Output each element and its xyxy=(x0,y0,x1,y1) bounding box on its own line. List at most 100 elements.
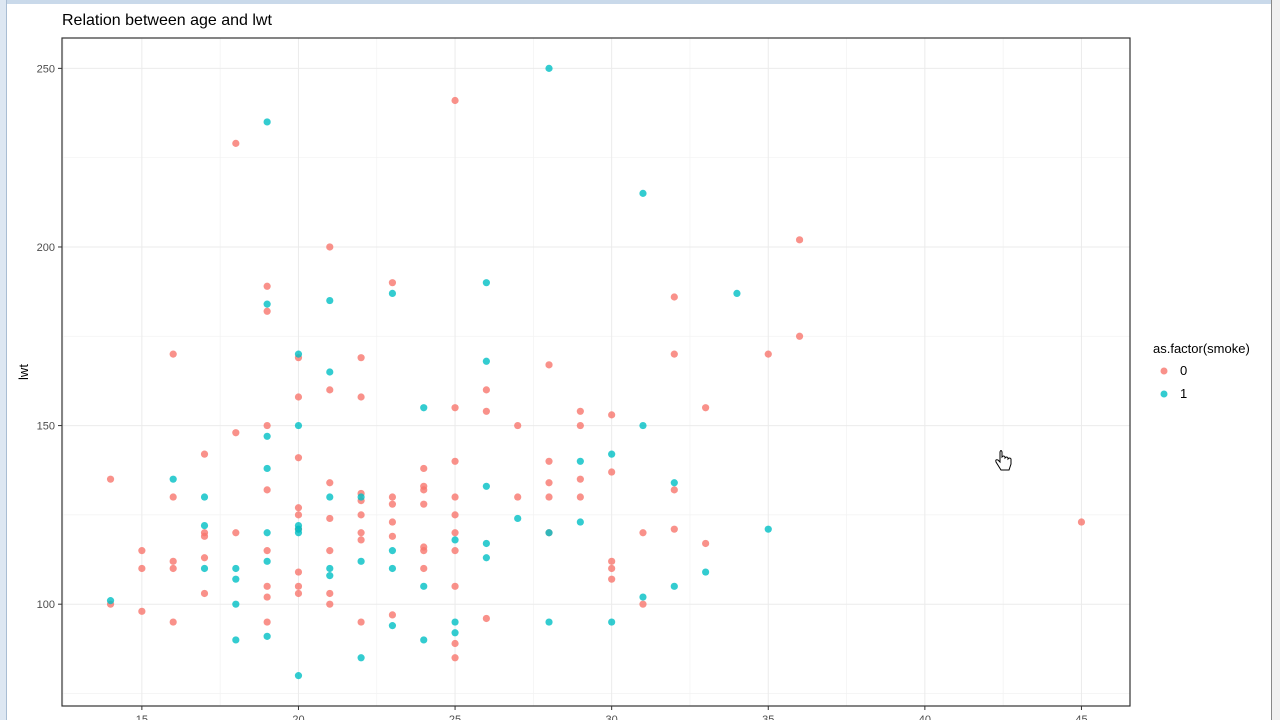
data-points xyxy=(106,64,1086,680)
data-point-smoke-1 xyxy=(451,536,459,544)
data-point-smoke-1 xyxy=(232,575,240,583)
data-point-smoke-1 xyxy=(388,564,397,573)
data-point-smoke-0 xyxy=(326,600,334,608)
data-point-smoke-0 xyxy=(451,582,459,590)
data-point-smoke-0 xyxy=(326,589,334,598)
data-point-smoke-0 xyxy=(482,407,490,415)
data-point-smoke-1 xyxy=(545,64,553,72)
data-point-smoke-0 xyxy=(263,421,271,430)
data-point-smoke-1 xyxy=(482,482,490,490)
data-point-smoke-0 xyxy=(702,539,710,548)
data-point-smoke-1 xyxy=(263,432,271,440)
data-point-smoke-0 xyxy=(388,518,397,526)
data-point-smoke-0 xyxy=(263,547,271,555)
data-point-smoke-0 xyxy=(451,493,459,501)
data-point-smoke-0 xyxy=(514,493,522,501)
data-point-smoke-1 xyxy=(200,564,209,573)
data-point-smoke-0 xyxy=(451,639,459,648)
data-point-smoke-0 xyxy=(263,618,271,626)
data-point-smoke-1 xyxy=(357,557,365,565)
legend-title: as.factor(smoke) xyxy=(1153,341,1250,356)
data-point-smoke-0 xyxy=(357,354,365,362)
data-point-smoke-0 xyxy=(388,500,397,508)
y-tick-label: 200 xyxy=(37,242,55,254)
window-frame-left xyxy=(0,0,7,720)
data-point-smoke-0 xyxy=(106,475,115,483)
data-point-smoke-1 xyxy=(294,350,303,358)
data-point-smoke-1 xyxy=(608,450,616,458)
y-tick-label: 100 xyxy=(37,599,55,611)
data-point-smoke-1 xyxy=(326,368,334,376)
data-point-smoke-0 xyxy=(670,486,678,494)
x-tick-label: 20 xyxy=(292,714,304,720)
data-point-smoke-1 xyxy=(294,421,303,430)
data-point-smoke-1 xyxy=(263,464,271,473)
data-point-smoke-0 xyxy=(514,421,522,430)
data-point-smoke-0 xyxy=(608,564,616,573)
data-point-smoke-1 xyxy=(482,539,490,548)
data-point-smoke-1 xyxy=(263,529,271,537)
data-point-smoke-0 xyxy=(326,514,334,523)
data-point-smoke-0 xyxy=(451,96,459,105)
data-point-smoke-0 xyxy=(294,582,303,590)
data-point-smoke-1 xyxy=(482,279,490,287)
data-point-smoke-0 xyxy=(388,493,397,501)
data-point-smoke-0 xyxy=(357,529,365,537)
data-point-smoke-0 xyxy=(263,282,271,290)
data-point-smoke-1 xyxy=(106,597,115,605)
data-point-smoke-0 xyxy=(294,393,303,401)
data-point-smoke-1 xyxy=(545,618,553,626)
data-point-smoke-0 xyxy=(263,307,271,315)
data-point-smoke-0 xyxy=(169,350,177,358)
hand-pointer-icon xyxy=(995,450,1012,471)
data-point-smoke-0 xyxy=(388,532,397,540)
x-tick-label: 25 xyxy=(449,714,461,720)
data-point-smoke-1 xyxy=(357,493,365,501)
x-tick-label: 15 xyxy=(136,714,148,720)
y-tick-label: 250 xyxy=(37,63,55,75)
window-scrollbar[interactable] xyxy=(1271,0,1280,720)
data-point-smoke-0 xyxy=(263,486,271,494)
data-point-smoke-0 xyxy=(639,600,647,608)
data-point-smoke-1 xyxy=(326,296,334,305)
legend: as.factor(smoke) 0 1 xyxy=(1153,341,1250,401)
x-tick-label: 40 xyxy=(919,714,931,720)
data-point-smoke-0 xyxy=(169,493,177,501)
data-point-smoke-1 xyxy=(545,529,553,537)
window-frame-top xyxy=(0,0,1280,4)
data-point-smoke-0 xyxy=(545,361,553,369)
data-point-smoke-1 xyxy=(263,118,271,126)
data-point-smoke-0 xyxy=(138,564,146,573)
data-point-smoke-0 xyxy=(138,607,146,615)
grid-lines xyxy=(62,38,1130,706)
data-point-smoke-0 xyxy=(451,529,459,537)
data-point-smoke-1 xyxy=(388,622,397,630)
data-point-smoke-0 xyxy=(545,457,553,465)
data-point-smoke-0 xyxy=(200,554,209,562)
data-point-smoke-1 xyxy=(388,289,397,298)
data-point-smoke-1 xyxy=(263,632,271,640)
data-point-smoke-0 xyxy=(764,350,772,358)
data-point-smoke-0 xyxy=(576,475,584,483)
data-point-smoke-0 xyxy=(263,593,271,601)
legend-label-0: 0 xyxy=(1180,363,1187,378)
data-point-smoke-1 xyxy=(733,289,741,298)
data-point-smoke-0 xyxy=(420,547,428,555)
data-point-smoke-0 xyxy=(326,479,334,487)
legend-key-1 xyxy=(1160,390,1168,398)
data-point-smoke-0 xyxy=(294,511,303,519)
data-point-smoke-1 xyxy=(200,522,209,530)
data-point-smoke-0 xyxy=(670,350,678,358)
data-point-smoke-0 xyxy=(795,332,804,340)
data-point-smoke-1 xyxy=(514,514,522,523)
data-point-smoke-0 xyxy=(200,589,209,598)
data-point-smoke-1 xyxy=(232,564,240,573)
data-point-smoke-0 xyxy=(420,464,428,473)
data-point-smoke-0 xyxy=(169,618,177,626)
data-point-smoke-1 xyxy=(670,582,678,590)
data-point-smoke-0 xyxy=(670,293,678,301)
data-point-smoke-1 xyxy=(232,600,240,608)
data-point-smoke-0 xyxy=(357,393,365,401)
data-point-smoke-0 xyxy=(608,468,616,476)
data-point-smoke-1 xyxy=(420,636,428,644)
